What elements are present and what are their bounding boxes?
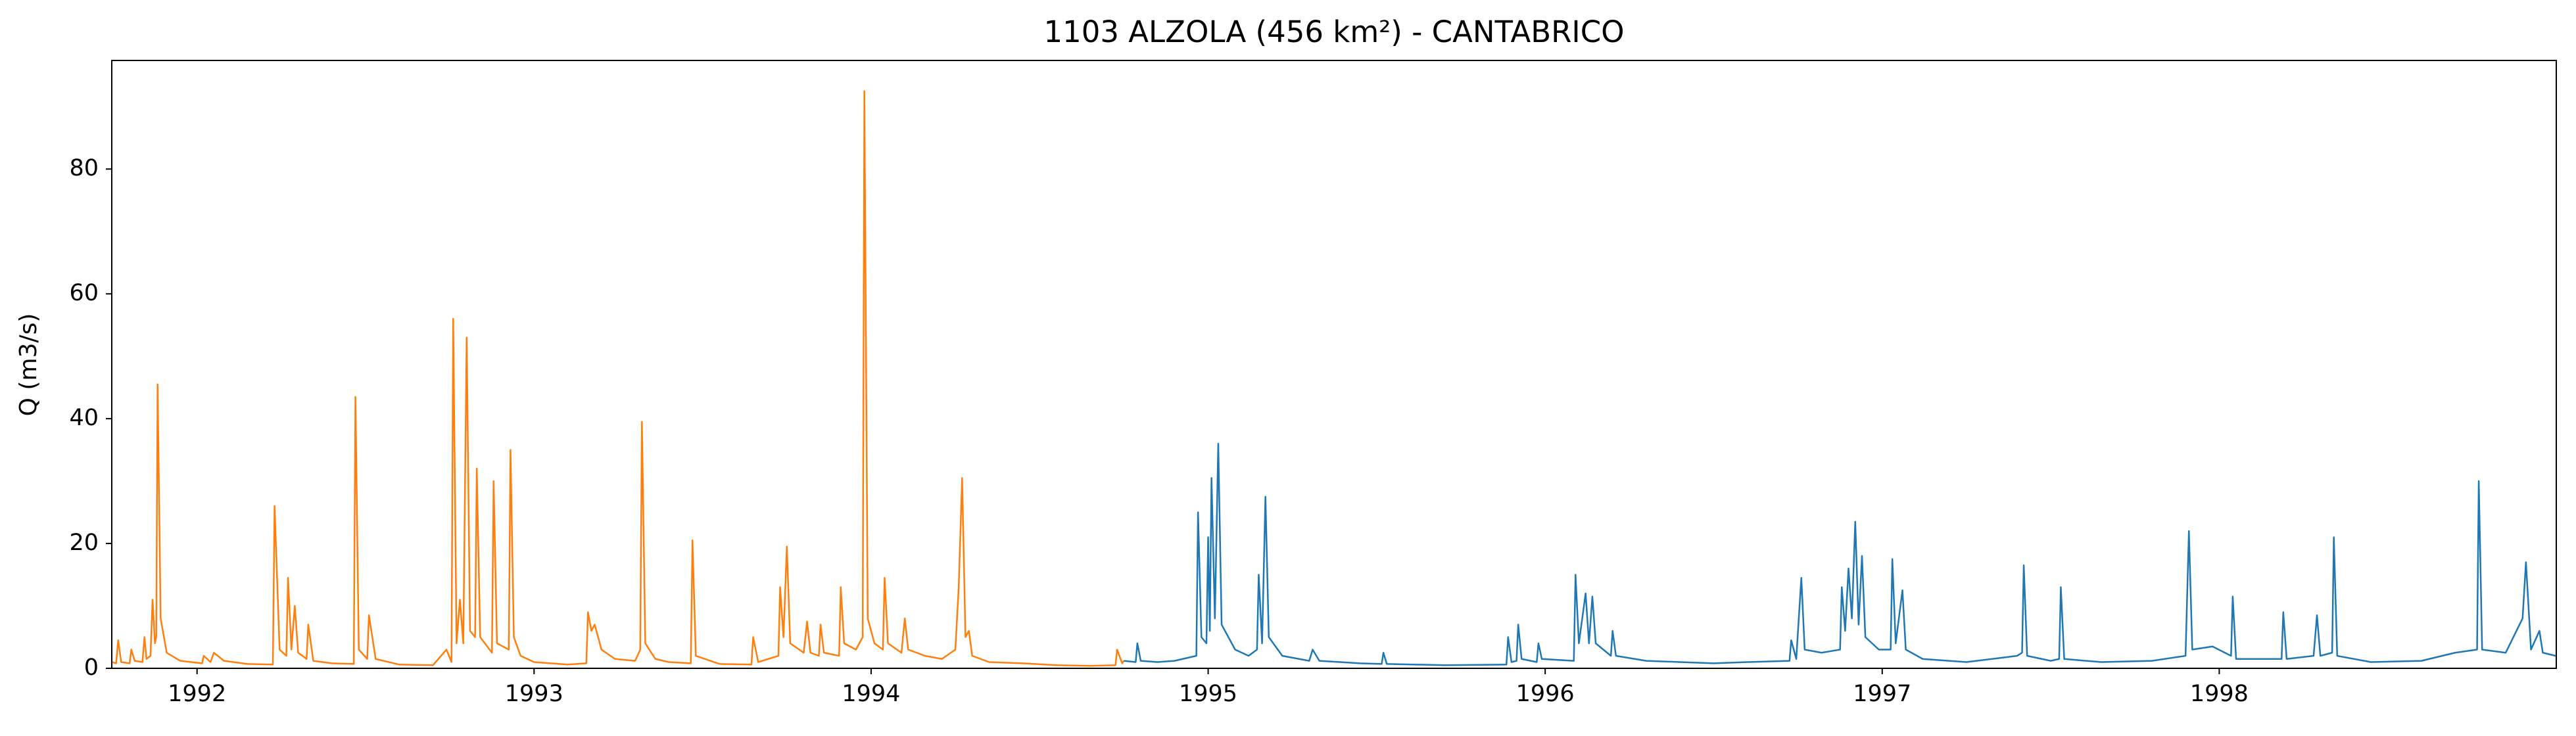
x-tick-label: 1993 [505,681,563,707]
chart-title: 1103 ALZOLA (456 km²) - CANTABRICO [1043,14,1624,49]
y-tick-label: 80 [69,155,99,181]
y-tick-label: 0 [84,655,99,681]
x-tick-label: 1995 [1179,681,1237,707]
plot-frame [111,60,2557,669]
y-tick-label: 60 [69,280,99,306]
x-tick-label: 1997 [1853,681,1911,707]
x-tick-label: 1996 [1516,681,1575,707]
y-tick-label: 40 [69,405,99,431]
flow-line [112,90,1125,667]
flow-line [1124,442,2556,666]
x-tick-label: 1992 [168,681,226,707]
x-tick-label: 1994 [842,681,900,707]
y-tick-label: 20 [69,530,99,556]
y-axis-label: Q (m3/s) [15,313,42,417]
x-tick-label: 1998 [2190,681,2249,707]
